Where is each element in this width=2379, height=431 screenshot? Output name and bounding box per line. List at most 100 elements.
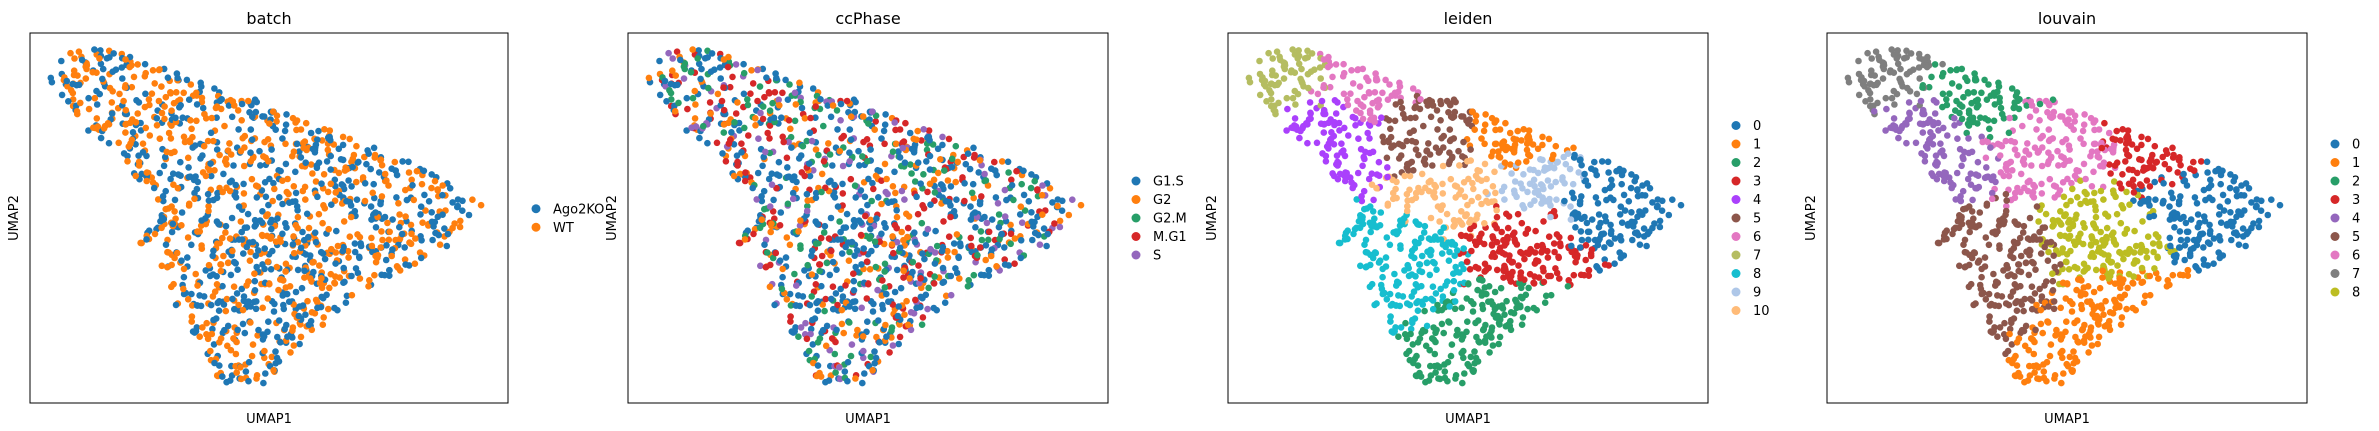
scatter-point-0 xyxy=(1617,237,1625,244)
scatter-point-G1.S xyxy=(921,255,928,263)
scatter-point-WT xyxy=(264,258,272,266)
scatter-point-Ago2KO xyxy=(272,348,279,355)
scatter-point-G1.S xyxy=(985,266,993,274)
scatter-point-G2.M xyxy=(803,137,811,145)
scatter-point-S xyxy=(1001,213,1009,220)
scatter-point-1 xyxy=(2106,326,2114,334)
scatter-point-Ago2KO xyxy=(220,301,228,308)
scatter-point-WT xyxy=(341,167,349,174)
scatter-point-Ago2KO xyxy=(233,290,241,297)
scatter-point-WT xyxy=(368,242,376,250)
scatter-point-5 xyxy=(2027,247,2034,255)
scatter-point-G2.M xyxy=(816,267,823,275)
scatter-point-10 xyxy=(1439,190,1447,197)
scatter-point-WT xyxy=(209,293,217,300)
scatter-point-5 xyxy=(2013,221,2021,228)
scatter-point-3 xyxy=(1511,229,1518,236)
scatter-point-G1.S xyxy=(911,229,918,236)
scatter-point-5 xyxy=(1991,302,1998,309)
scatter-point-Ago2KO xyxy=(352,265,360,272)
scatter-point-2 xyxy=(1460,347,1467,355)
scatter-point-G2.M xyxy=(941,167,948,174)
scatter-point-Ago2KO xyxy=(172,301,180,309)
scatter-point-3 xyxy=(1532,227,1539,235)
scatter-point-WT xyxy=(261,138,268,146)
scatter-point-3 xyxy=(2174,169,2181,176)
scatter-point-4 xyxy=(1306,99,1314,106)
scatter-point-M.G1 xyxy=(812,281,820,288)
scatter-point-WT xyxy=(134,110,141,117)
scatter-point-Ago2KO xyxy=(367,203,375,210)
scatter-point-1 xyxy=(2027,335,2035,342)
scatter-point-G2.M xyxy=(731,119,738,126)
scatter-point-10 xyxy=(1456,162,1463,169)
scatter-point-M.G1 xyxy=(762,263,770,271)
legend-label-0: 0 xyxy=(1753,119,1761,134)
scatter-point-S xyxy=(669,55,676,62)
scatter-point-1 xyxy=(1525,133,1533,141)
scatter-point-WT xyxy=(277,238,285,245)
scatter-point-WT xyxy=(297,126,305,133)
scatter-point-8 xyxy=(1408,293,1415,300)
scatter-point-2 xyxy=(1473,333,1480,341)
y-axis-label: UMAP2 xyxy=(1205,195,1220,241)
scatter-point-G1.S xyxy=(939,141,946,149)
scatter-point-Ago2KO xyxy=(268,225,275,233)
scatter-point-WT xyxy=(253,375,260,382)
scatter-point-M.G1 xyxy=(930,280,938,287)
scatter-point-Ago2KO xyxy=(286,199,293,206)
scatter-point-M.G1 xyxy=(904,224,912,232)
scatter-point-G2.M xyxy=(909,258,917,266)
scatter-point-0 xyxy=(1656,223,1664,231)
scatter-point-Ago2KO xyxy=(261,245,269,252)
scatter-point-1 xyxy=(2124,284,2131,292)
scatter-point-Ago2KO xyxy=(348,272,355,280)
scatter-point-G1.S xyxy=(698,65,705,73)
scatter-point-WT xyxy=(326,127,334,134)
scatter-point-4 xyxy=(1905,99,1913,106)
scatter-point-WT xyxy=(469,196,476,203)
scatter-point-G1.S xyxy=(975,169,982,176)
scatter-point-10 xyxy=(1431,181,1438,189)
scatter-point-4 xyxy=(1375,172,1383,179)
scatter-point-G2 xyxy=(822,342,830,350)
scatter-point-Ago2KO xyxy=(389,216,396,223)
scatter-point-6 xyxy=(1340,90,1348,98)
scatter-point-Ago2KO xyxy=(141,60,149,68)
scatter-point-Ago2KO xyxy=(172,114,179,122)
scatter-point-Ago2KO xyxy=(289,334,296,341)
legend-label-10: 10 xyxy=(1753,304,1770,319)
scatter-point-5 xyxy=(1949,230,1956,238)
scatter-point-2 xyxy=(1463,295,1471,302)
scatter-point-G1.S xyxy=(942,197,950,205)
scatter-point-G1.S xyxy=(850,277,858,285)
scatter-point-WT xyxy=(202,115,210,122)
scatter-point-7 xyxy=(1855,91,1863,99)
scatter-point-G1.S xyxy=(788,328,796,335)
scatter-point-WT xyxy=(181,138,189,146)
scatter-point-WT xyxy=(385,182,392,189)
scatter-point-8 xyxy=(2154,254,2161,262)
scatter-point-8 xyxy=(1429,258,1437,266)
scatter-point-G1.S xyxy=(977,271,985,279)
scatter-point-0 xyxy=(1625,198,1633,205)
scatter-point-Ago2KO xyxy=(383,242,390,249)
scatter-point-5 xyxy=(1420,158,1428,165)
scatter-point-2 xyxy=(1407,330,1414,338)
scatter-point-WT xyxy=(273,263,281,271)
scatter-point-4 xyxy=(1961,148,1968,156)
scatter-point-M.G1 xyxy=(860,138,867,146)
scatter-point-Ago2KO xyxy=(238,285,246,293)
scatter-point-M.G1 xyxy=(890,249,897,257)
scatter-point-1 xyxy=(2087,327,2094,335)
scatter-point-Ago2KO xyxy=(282,121,290,128)
scatter-point-G2 xyxy=(779,265,786,273)
scatter-point-G1.S xyxy=(876,339,883,346)
scatter-point-1 xyxy=(2047,341,2055,348)
scatter-point-6 xyxy=(2058,113,2066,120)
scatter-point-5 xyxy=(1427,113,1435,121)
scatter-point-9 xyxy=(1537,181,1545,188)
scatter-point-G2 xyxy=(866,266,874,273)
scatter-point-7 xyxy=(1273,48,1281,55)
